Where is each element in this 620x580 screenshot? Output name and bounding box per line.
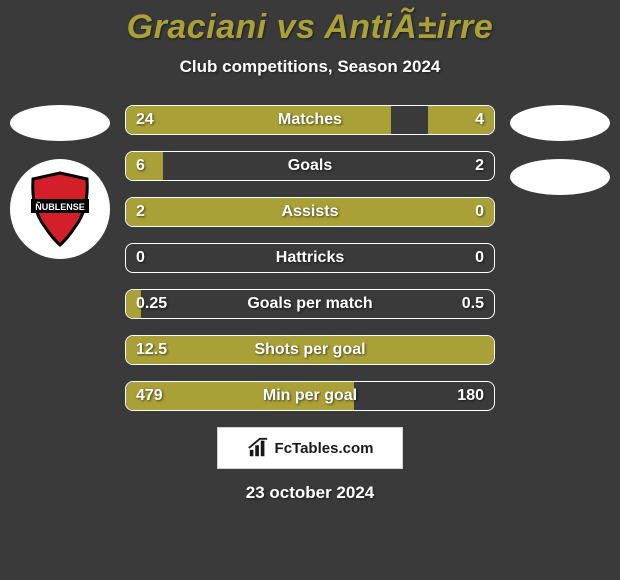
- stat-right-value: 0: [475, 249, 484, 267]
- left-club-logo: ÑUBLENSE: [10, 159, 110, 259]
- stat-row: 24 Matches 4: [125, 105, 495, 135]
- left-ellipse-logo: [10, 105, 110, 141]
- watermark-text: FcTables.com: [275, 440, 374, 457]
- subtitle: Club competitions, Season 2024: [0, 57, 620, 77]
- stat-metric-label: Min per goal: [263, 387, 357, 405]
- stat-row: 6 Goals 2: [125, 151, 495, 181]
- stat-left-value: 12.5: [136, 341, 167, 359]
- stat-left-value: 0.25: [136, 295, 167, 313]
- stat-bars: 24 Matches 4 6 Goals 2 2 Assists 0 0 Hattricks 0 0.2…: [125, 105, 495, 411]
- stat-row: 0.25 Goals per match 0.5: [125, 289, 495, 319]
- comparison-content: ÑUBLENSE 24 Matches 4 6 Goals 2 2 Assists 0 0 Hatt…: [0, 105, 620, 411]
- stat-left-value: 2: [136, 203, 145, 221]
- stat-row: 2 Assists 0: [125, 197, 495, 227]
- stat-right-value: 0.5: [462, 295, 484, 313]
- stat-left-value: 6: [136, 157, 145, 175]
- stat-row: 479 Min per goal 180: [125, 381, 495, 411]
- stat-metric-label: Matches: [278, 111, 342, 129]
- svg-text:ÑUBLENSE: ÑUBLENSE: [35, 202, 85, 212]
- right-ellipse-logo-1: [510, 105, 610, 141]
- right-ellipse-logo-2: [510, 159, 610, 195]
- shield-icon: ÑUBLENSE: [25, 169, 95, 249]
- stat-left-value: 24: [136, 111, 154, 129]
- stat-right-value: 4: [475, 111, 484, 129]
- left-player-logos: ÑUBLENSE: [0, 105, 120, 259]
- stat-metric-label: Goals: [288, 157, 332, 175]
- page-title: Graciani vs AntiÃ±irre: [0, 0, 620, 47]
- stat-metric-label: Shots per goal: [254, 341, 365, 359]
- right-player-logos: [500, 105, 620, 213]
- stat-right-value: 2: [475, 157, 484, 175]
- stat-row: 0 Hattricks 0: [125, 243, 495, 273]
- date: 23 october 2024: [0, 483, 620, 503]
- stat-left-value: 0: [136, 249, 145, 267]
- stat-right-value: 0: [475, 203, 484, 221]
- stat-left-value: 479: [136, 387, 163, 405]
- bar-fill-left: [126, 106, 391, 134]
- stat-metric-label: Goals per match: [247, 295, 372, 313]
- stat-metric-label: Hattricks: [276, 249, 344, 267]
- chart-icon: [247, 437, 269, 459]
- stat-row: 12.5 Shots per goal: [125, 335, 495, 365]
- stat-right-value: 180: [457, 387, 484, 405]
- watermark: FcTables.com: [217, 427, 403, 469]
- stat-metric-label: Assists: [282, 203, 339, 221]
